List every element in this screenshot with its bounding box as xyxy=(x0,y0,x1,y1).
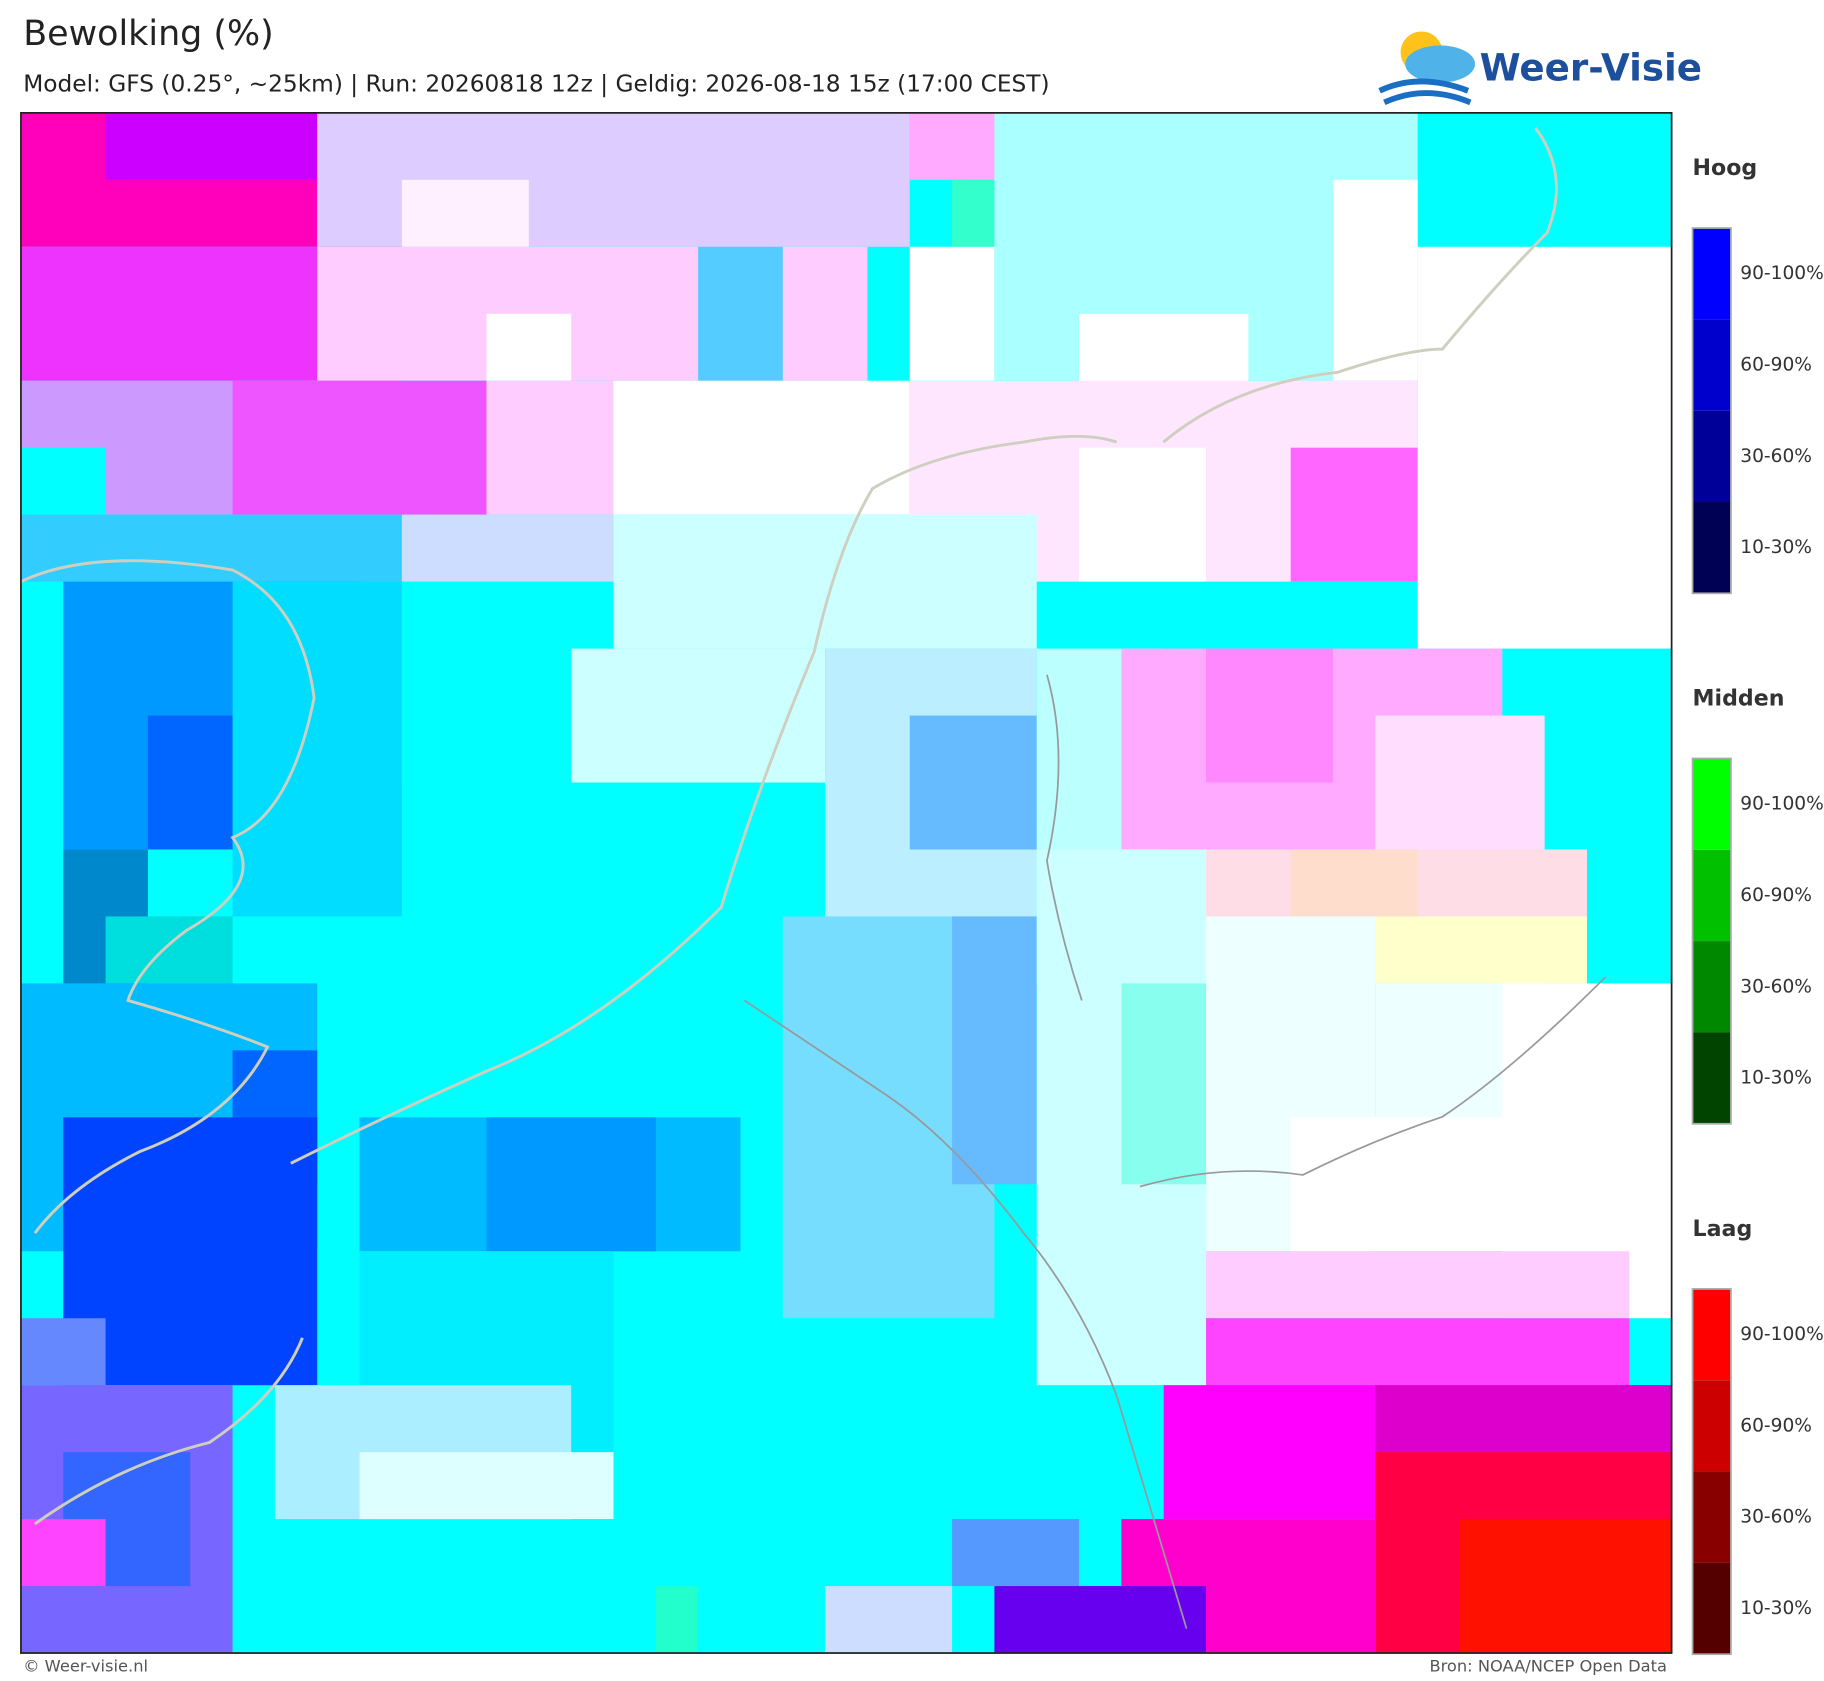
cloud-cell xyxy=(698,246,783,381)
coastlines xyxy=(20,127,1558,1526)
legend-swatch xyxy=(1692,501,1731,594)
cloud-cell xyxy=(105,112,318,180)
legend-swatch xyxy=(1692,1032,1731,1124)
legend-title: Midden xyxy=(1693,686,1785,712)
logo-text: Weer-Visie xyxy=(1480,45,1702,89)
legend-title: Hoog xyxy=(1693,155,1758,181)
cloud-cell xyxy=(401,179,529,247)
legend-label: 90-100% xyxy=(1740,263,1824,284)
legend-label: 60-90% xyxy=(1740,1415,1812,1436)
legend-label: 10-30% xyxy=(1740,537,1812,558)
logo-cloud xyxy=(1405,45,1476,83)
cloud-cell xyxy=(232,380,487,515)
coast-uk xyxy=(20,559,316,1234)
legend-swatch xyxy=(1692,849,1731,942)
cloud-cell xyxy=(486,380,614,515)
logo: Weer-Visie xyxy=(1378,31,1702,106)
cloud-cell xyxy=(909,715,1037,850)
cloud-cell xyxy=(994,1586,1207,1654)
footer-left: © Weer-visie.nl xyxy=(23,1657,148,1676)
cloud-cell xyxy=(655,1586,699,1654)
cloud-cell xyxy=(952,916,1037,1185)
legend-swatch xyxy=(1692,319,1731,411)
legend-frame xyxy=(1691,757,1732,1125)
cloud-cell xyxy=(613,380,910,515)
legend-label: 60-90% xyxy=(1740,355,1812,376)
cloud-cell xyxy=(952,1519,1080,1587)
legend-label: 30-60% xyxy=(1740,976,1812,997)
cloud-cell xyxy=(20,1318,106,1386)
cloud-cell xyxy=(952,179,995,247)
cloud-cell xyxy=(1375,916,1587,984)
border xyxy=(744,999,1188,1629)
map-frame xyxy=(20,112,1673,1654)
cloud-cell xyxy=(825,1586,953,1654)
legend-label: 10-30% xyxy=(1740,1068,1812,1089)
coast-continent xyxy=(290,434,1118,1165)
map xyxy=(20,112,1672,1654)
legend-frame xyxy=(1691,1288,1732,1656)
legend-label: 90-100% xyxy=(1740,1324,1824,1345)
legend-swatch xyxy=(1692,941,1731,1033)
coast-germany xyxy=(1162,127,1558,444)
subtitle: Model: GFS (0.25°, ~25km) | Run: 2026081… xyxy=(23,70,1049,97)
cloud-cell xyxy=(909,246,995,381)
cloud-cell xyxy=(1290,849,1418,917)
legend-swatch xyxy=(1692,410,1731,502)
legend-swatch xyxy=(1692,1471,1731,1563)
cloud-cell xyxy=(1290,1117,1672,1252)
legend-swatch xyxy=(1692,228,1731,320)
footer-right: Bron: NOAA/NCEP Open Data xyxy=(1429,1657,1667,1676)
cloud-cell xyxy=(20,1519,106,1587)
legend-swatch xyxy=(1692,758,1731,850)
cloud-cell xyxy=(1290,447,1418,582)
legend-swatch xyxy=(1692,1380,1731,1472)
legend-label: 30-60% xyxy=(1740,1507,1812,1528)
cloud-cell xyxy=(1206,648,1334,783)
logo-waves xyxy=(1378,78,1472,106)
cloud-cell xyxy=(20,514,402,582)
cloud-cell xyxy=(1375,715,1545,850)
cloud-cell xyxy=(613,514,1037,649)
title: Bewolking (%) xyxy=(23,14,274,54)
border xyxy=(1046,674,1083,1001)
coast-channel xyxy=(34,1337,304,1526)
cloud-cell xyxy=(571,648,826,783)
legend-swatch xyxy=(1692,1562,1731,1655)
cloud-cell xyxy=(1333,179,1418,381)
borders xyxy=(744,674,1606,1629)
cloud-cell xyxy=(1417,246,1672,649)
cloud-cell xyxy=(1121,983,1207,1185)
border xyxy=(1139,976,1606,1188)
cloud-cell xyxy=(359,1452,614,1520)
cloud-cell xyxy=(317,246,868,381)
cloud-cell xyxy=(1206,1251,1630,1319)
legend-frame xyxy=(1691,227,1732,595)
cloud-cell xyxy=(486,313,572,381)
cloud-cell xyxy=(1459,1519,1672,1654)
cloud-cell xyxy=(105,916,233,984)
cloud-cell xyxy=(232,581,402,917)
cloud-cell xyxy=(486,1117,656,1252)
cloud-cell xyxy=(1079,447,1207,582)
legend-label: 60-90% xyxy=(1740,885,1812,906)
legend-title: Laag xyxy=(1693,1216,1753,1242)
legend-swatch xyxy=(1692,1288,1731,1381)
legend: Hoog 90-100% 60-90% 30-60% 10-30% Midden 90-10… xyxy=(1691,155,1824,1656)
legend-label: 90-100% xyxy=(1740,794,1824,815)
legend-label: 30-60% xyxy=(1740,446,1812,467)
legend-label: 10-30% xyxy=(1740,1598,1812,1619)
